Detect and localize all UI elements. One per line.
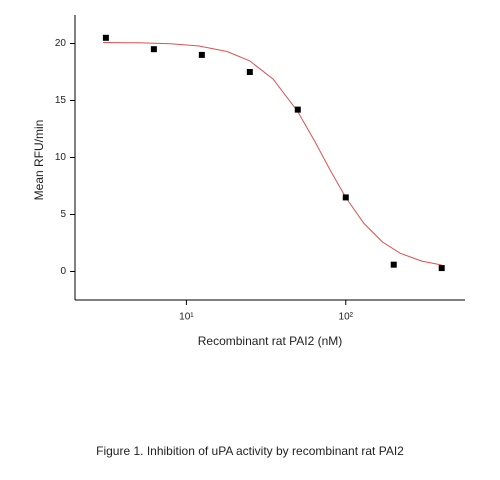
data-point [150, 46, 157, 53]
data-point [390, 261, 397, 268]
y-tick-label: 20 [55, 38, 67, 49]
y-axis-label: Mean RFU/min [32, 120, 46, 201]
data-point [198, 51, 205, 58]
x-tick-label: 10¹ [179, 312, 194, 323]
y-tick-label: 0 [60, 266, 66, 277]
data-point [102, 34, 109, 41]
data-point [342, 194, 349, 201]
x-tick-label: 10² [339, 312, 354, 323]
caption: Figure 1. Inhibition of uPA activity by … [96, 444, 404, 458]
y-tick-label: 5 [60, 209, 66, 220]
y-tick-label: 10 [55, 152, 67, 163]
data-point [246, 69, 253, 75]
x-axis-label: Recombinant rat PAI2 (nM) [198, 334, 343, 348]
data-point [438, 265, 445, 272]
fit-curve [103, 42, 442, 266]
y-tick-label: 15 [55, 95, 67, 106]
data-point [294, 106, 301, 113]
